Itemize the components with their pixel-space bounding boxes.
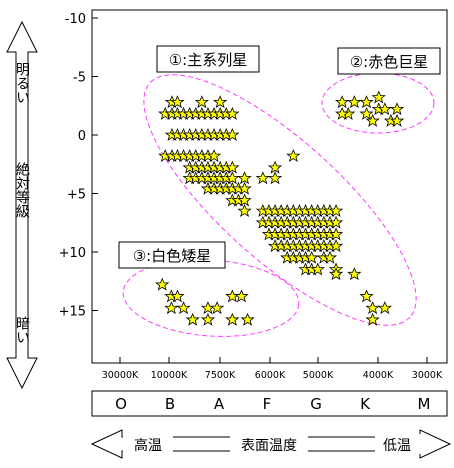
x-tick-label: 30000K [102,370,139,381]
x-tick-label: 5000K [303,370,334,381]
spectral-class-label: G [310,395,322,413]
y-tick-label: -10 [65,12,86,27]
red-giant-label: ②:赤色巨星 [350,53,429,71]
brightness-top-label: 明るい [14,62,30,104]
spectral-class-label: M [418,395,431,413]
y-tick-label: 0 [78,129,86,144]
spectral-class-bar [91,390,448,417]
spectral-class-label: O [115,395,127,413]
high-temp-label: 高温 [134,437,162,454]
x-axis-title: 表面温度 [241,438,297,454]
white-dwarf-label: ③:白色矮星 [133,247,212,265]
left-axis-arrow: 明るい 絶対等級 暗い [6,20,38,390]
brightness-bottom-label: 暗い [14,316,30,344]
spectral-class-label: B [165,395,175,413]
spectral-class-label: K [360,395,371,413]
low-temp-label: 低温 [383,438,411,454]
y-tick-label: -5 [73,71,86,86]
x-tick-label: 7500K [205,370,236,381]
y-tick-label: +5 [67,188,86,203]
x-tick-label: 6000K [255,370,286,381]
spectral-class-label: F [263,395,272,413]
main-sequence-ellipse [143,74,417,326]
y-axis-ticks: -10 -5 0 +5 +10 +15 [59,12,98,320]
y-tick-label: +10 [59,246,86,261]
bottom-axis-arrow: 高温 表面温度 低温 [90,429,452,459]
x-tick-label: 10000K [151,370,188,381]
x-tick-label: 3000K [412,370,443,381]
y-tick-label: +15 [59,305,86,320]
y-axis-title: 絶対等級 [14,162,30,218]
group-labels: ①:主系列星 ②:赤色巨星 ③:白色矮星 [118,45,441,269]
x-tick-label: 4000K [363,370,394,381]
x-axis-ticks: 30000K 10000K 7500K 6000K 5000K 4000K 3000K [102,357,443,381]
main-sequence-label: ①:主系列星 [169,51,248,69]
red-giant-ellipse [321,72,435,134]
spectral-class-label: A [214,395,225,413]
